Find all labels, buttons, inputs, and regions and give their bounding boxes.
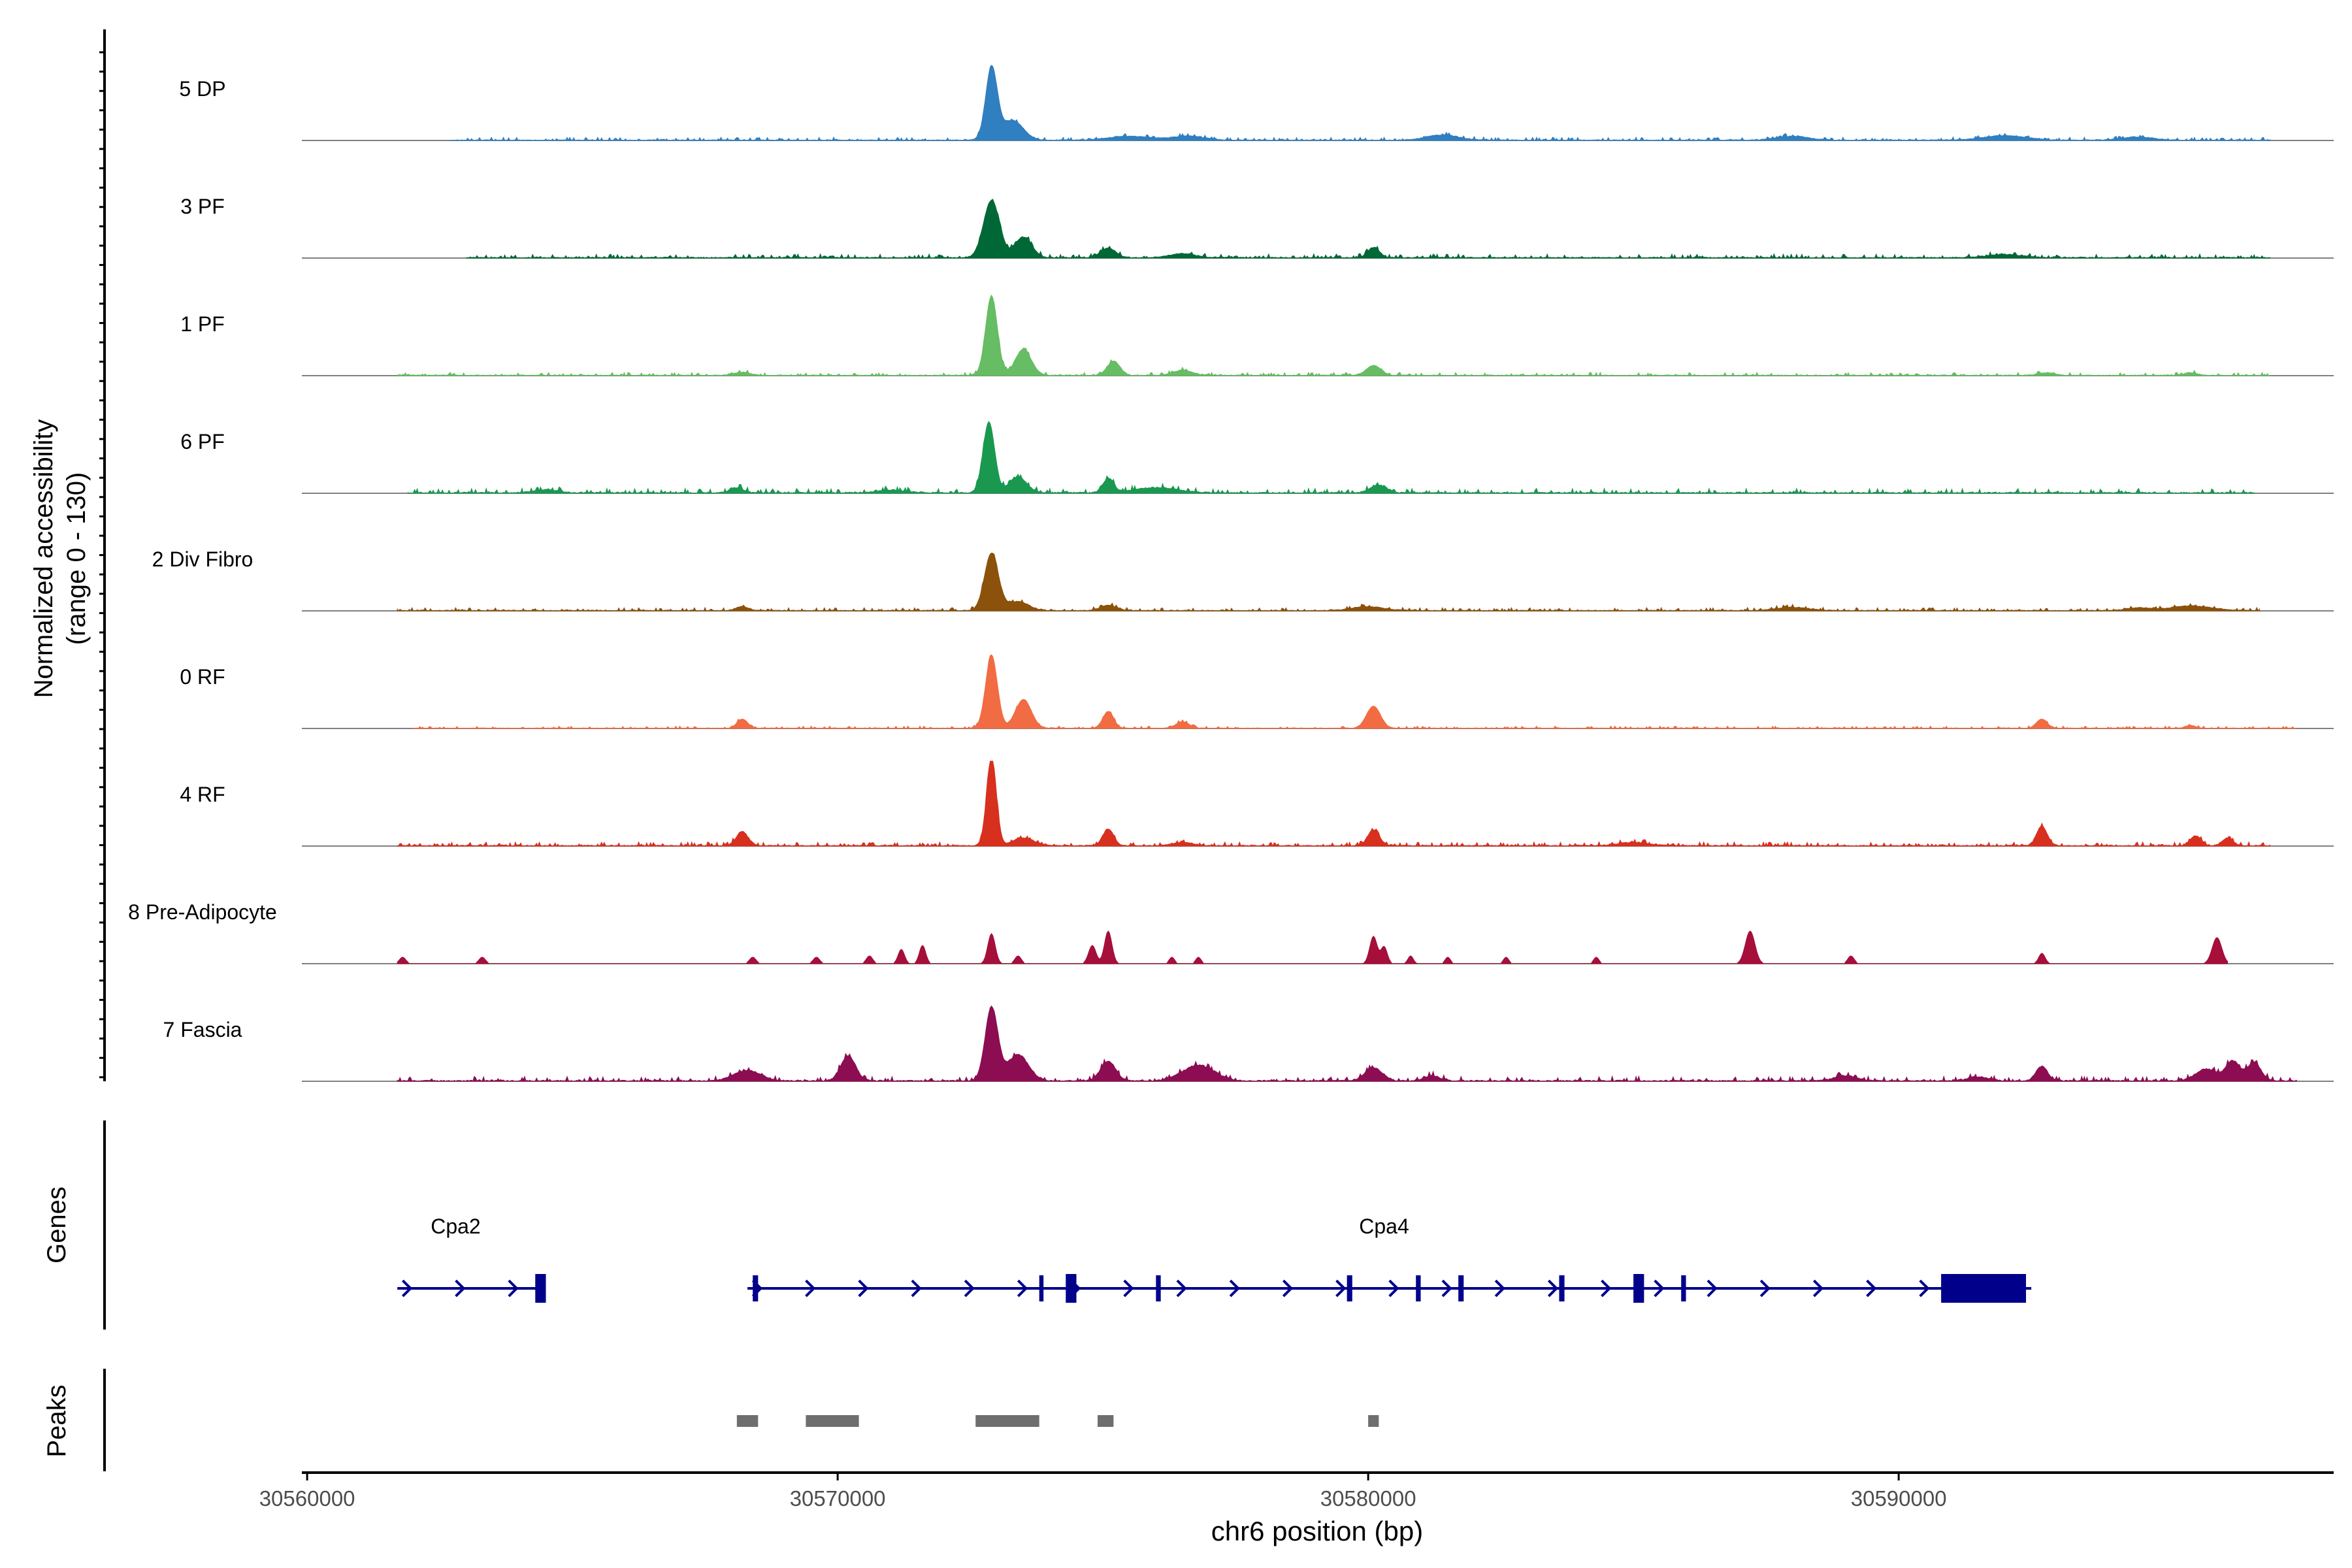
track-1: 3 PF [180, 195, 2334, 259]
gene-exon [1941, 1274, 2027, 1303]
strand-arrow [964, 1279, 975, 1298]
gene-cpa4: Cpa4 [747, 1215, 2032, 1303]
track-label: 7 Fascia [163, 1018, 242, 1041]
track-label: 2 Div Fibro [152, 547, 253, 571]
coverage-panel: 5 DP 3 PF 1 PF 6 PF 2 Div Fibro 0 RF 4 RF 8 Pre… [99, 29, 2334, 1083]
strand-arrow [911, 1279, 922, 1298]
strand-arrow [1335, 1279, 1347, 1298]
peaks-panel-label: Peaks [42, 1384, 71, 1457]
peak-region [975, 1415, 1039, 1427]
gene-panel: Cpa2 Cpa4 [103, 1120, 2032, 1330]
strand-arrow [1494, 1279, 1505, 1298]
strand-arrow [1229, 1279, 1240, 1298]
gene-exon [1458, 1275, 1464, 1301]
gene-exon [535, 1274, 546, 1303]
genes-panel-label: Genes [42, 1186, 71, 1264]
track-5: 0 RF [180, 654, 2334, 729]
track-signal [397, 930, 2229, 964]
strand-arrow [1866, 1279, 1877, 1298]
strand-arrow [508, 1279, 519, 1298]
track-label: 6 PF [180, 430, 225, 453]
gene-exon [1559, 1275, 1565, 1301]
track-signal [466, 199, 2271, 259]
strand-arrow [1601, 1279, 1612, 1298]
strand-arrow [858, 1279, 869, 1298]
gene-exon [1633, 1274, 1644, 1303]
gene-exon [1416, 1275, 1421, 1301]
track-signal [397, 552, 2260, 612]
track-label: 4 RF [180, 783, 225, 806]
track-signal [397, 760, 2271, 847]
track-signal [407, 421, 2255, 495]
gene-exon [753, 1275, 759, 1301]
x-tick-label: 30570000 [790, 1486, 886, 1511]
track-2: 1 PF [180, 294, 2334, 376]
track-signal [397, 294, 2271, 376]
strand-arrow [1919, 1279, 1930, 1298]
track-label: 1 PF [180, 312, 225, 336]
track-label: 5 DP [179, 77, 225, 101]
track-7: 8 Pre-Adipocyte [128, 900, 2334, 964]
strand-arrow [1812, 1279, 1824, 1298]
track-0: 5 DP [179, 65, 2334, 142]
y-axis-title: Normalized accessibility [29, 419, 58, 698]
peak-region [736, 1415, 759, 1427]
gene-exon [1156, 1275, 1161, 1301]
x-axis-title: chr6 position (bp) [1211, 1516, 1424, 1546]
gene-exon [1039, 1275, 1044, 1301]
x-axis: 30560000 30570000 30580000 30590000 [259, 1471, 2334, 1511]
peak-region [1098, 1415, 1114, 1427]
track-signal [397, 1005, 2297, 1083]
strand-arrow [1759, 1279, 1771, 1298]
strand-arrow [1547, 1279, 1559, 1298]
gene-cpa2: Cpa2 [397, 1215, 546, 1303]
gene-label: Cpa2 [431, 1215, 481, 1238]
track-signal [413, 654, 2297, 729]
track-label: 3 PF [180, 195, 225, 218]
x-tick-label: 30580000 [1320, 1486, 1416, 1511]
track-4: 2 Div Fibro [152, 547, 2334, 612]
strand-arrow [1388, 1279, 1399, 1298]
y-axis-range-label: (range 0 - 130) [62, 472, 91, 645]
strand-arrow [401, 1279, 413, 1298]
track-3: 6 PF [180, 421, 2334, 495]
x-tick-label: 30590000 [1851, 1486, 1947, 1511]
strand-arrow [1282, 1279, 1294, 1298]
track-label: 8 Pre-Adipocyte [128, 900, 277, 924]
strand-arrow [1123, 1279, 1134, 1298]
strand-arrow [805, 1279, 816, 1298]
gene-exon [1347, 1275, 1352, 1301]
track-8: 7 Fascia [163, 1005, 2334, 1083]
strand-arrow [1176, 1279, 1187, 1298]
x-tick-label: 30560000 [259, 1486, 355, 1511]
track-6: 4 RF [180, 760, 2334, 847]
strand-arrow [1017, 1279, 1028, 1298]
track-label: 0 RF [180, 665, 225, 689]
track-signal [449, 65, 2271, 142]
peak-region [806, 1415, 859, 1427]
strand-arrow [1707, 1279, 1718, 1298]
peak-panel [103, 1369, 1379, 1471]
strand-arrow [455, 1279, 466, 1298]
gene-exon [1681, 1275, 1686, 1301]
gene-label: Cpa4 [1359, 1215, 1409, 1238]
gene-exon [1066, 1274, 1077, 1303]
strand-arrow [1441, 1279, 1452, 1298]
strand-arrow [1654, 1279, 1665, 1298]
peak-region [1368, 1415, 1379, 1427]
